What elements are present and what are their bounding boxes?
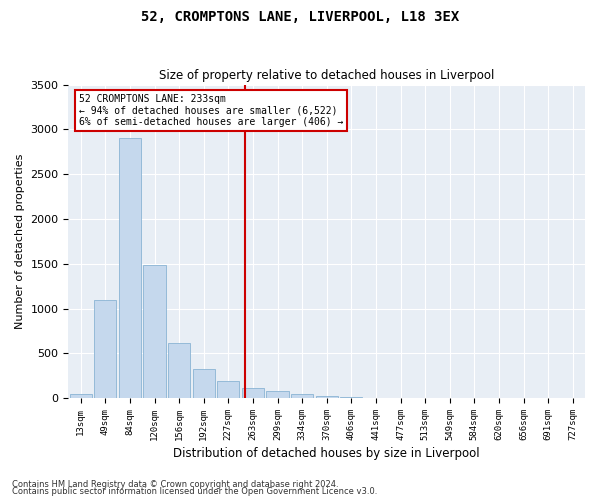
Title: Size of property relative to detached houses in Liverpool: Size of property relative to detached ho… xyxy=(159,69,494,82)
X-axis label: Distribution of detached houses by size in Liverpool: Distribution of detached houses by size … xyxy=(173,447,480,460)
Text: 52 CROMPTONS LANE: 233sqm
← 94% of detached houses are smaller (6,522)
6% of sem: 52 CROMPTONS LANE: 233sqm ← 94% of detac… xyxy=(79,94,343,127)
Text: Contains HM Land Registry data © Crown copyright and database right 2024.: Contains HM Land Registry data © Crown c… xyxy=(12,480,338,489)
Bar xyxy=(193,368,215,398)
Bar xyxy=(119,138,141,398)
Text: Contains public sector information licensed under the Open Government Licence v3: Contains public sector information licen… xyxy=(12,487,377,496)
Bar xyxy=(168,342,190,398)
Bar xyxy=(143,264,166,398)
Bar xyxy=(242,388,264,398)
Y-axis label: Number of detached properties: Number of detached properties xyxy=(15,154,25,329)
Bar xyxy=(266,391,289,398)
Text: 52, CROMPTONS LANE, LIVERPOOL, L18 3EX: 52, CROMPTONS LANE, LIVERPOOL, L18 3EX xyxy=(141,10,459,24)
Bar xyxy=(217,381,239,398)
Bar xyxy=(291,394,313,398)
Bar xyxy=(316,396,338,398)
Bar xyxy=(70,394,92,398)
Bar xyxy=(94,300,116,398)
